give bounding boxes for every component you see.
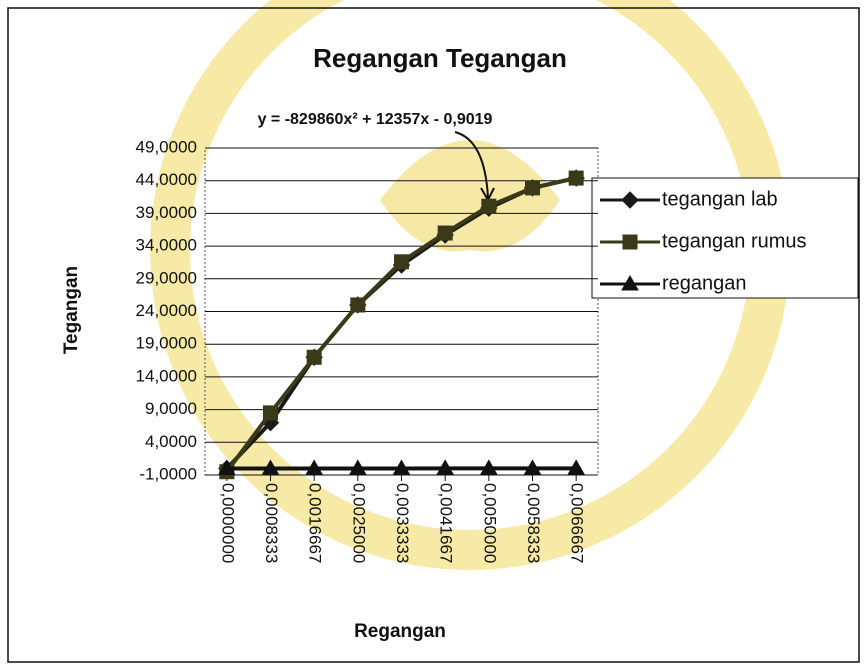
data-point — [479, 459, 498, 475]
data-point — [437, 225, 453, 241]
y-tick-label: 39,0000 — [136, 203, 197, 222]
chart-title: Regangan Tegangan — [313, 43, 567, 73]
x-tick-label: 0,0025000 — [349, 483, 368, 563]
x-tick-label: 0,0058333 — [524, 483, 543, 563]
data-point — [306, 349, 322, 365]
y-tick-label: 34,0000 — [136, 236, 197, 255]
y-tick-label: 19,0000 — [136, 334, 197, 353]
x-axis-title: Regangan — [354, 621, 446, 642]
data-point — [394, 254, 409, 270]
annotation-arrow — [454, 131, 489, 199]
chart-frame — [7, 7, 860, 663]
y-tick-label: 49,0000 — [136, 137, 197, 156]
data-point — [523, 459, 542, 475]
legend-marker — [621, 191, 639, 209]
legend-label: tegangan lab — [662, 188, 778, 210]
data-point — [568, 170, 584, 186]
y-tick-label: 44,0000 — [136, 170, 197, 189]
y-tick-label: 4,0000 — [145, 432, 197, 451]
data-point — [567, 459, 586, 475]
data-point — [525, 180, 540, 196]
data-point — [350, 297, 366, 313]
y-tick-label: 9,0000 — [145, 399, 197, 418]
y-tick-label: 29,0000 — [136, 268, 197, 287]
y-tick-label: -1,0000 — [139, 464, 197, 483]
data-point — [261, 459, 280, 475]
x-tick-label: 0,0033333 — [393, 483, 412, 563]
x-tick-label: 0,0050000 — [480, 483, 499, 563]
x-tick-label: 0,0066667 — [568, 483, 587, 563]
x-tick-label: 0,0008333 — [262, 483, 281, 563]
data-point — [305, 459, 324, 475]
legend-marker — [621, 274, 639, 291]
y-tick-label: 24,0000 — [136, 301, 197, 320]
legend-label: regangan — [662, 272, 747, 294]
y-tick-label: 14,0000 — [136, 366, 197, 385]
x-tick-label: 0,0041667 — [437, 483, 456, 563]
data-point — [217, 459, 236, 475]
data-point — [436, 459, 455, 475]
x-tick-label: 0,0016667 — [306, 483, 325, 563]
data-point — [263, 405, 278, 421]
data-point — [348, 459, 367, 475]
y-axis-title: Tegangan — [61, 266, 82, 354]
data-point — [481, 198, 497, 214]
data-point — [392, 459, 411, 475]
trendline-equation: y = -829860x² + 12357x - 0,9019 — [258, 111, 493, 128]
legend-label: tegangan rumus — [662, 230, 807, 252]
x-tick-label: 0,0000000 — [218, 483, 237, 563]
legend-marker — [622, 234, 638, 250]
